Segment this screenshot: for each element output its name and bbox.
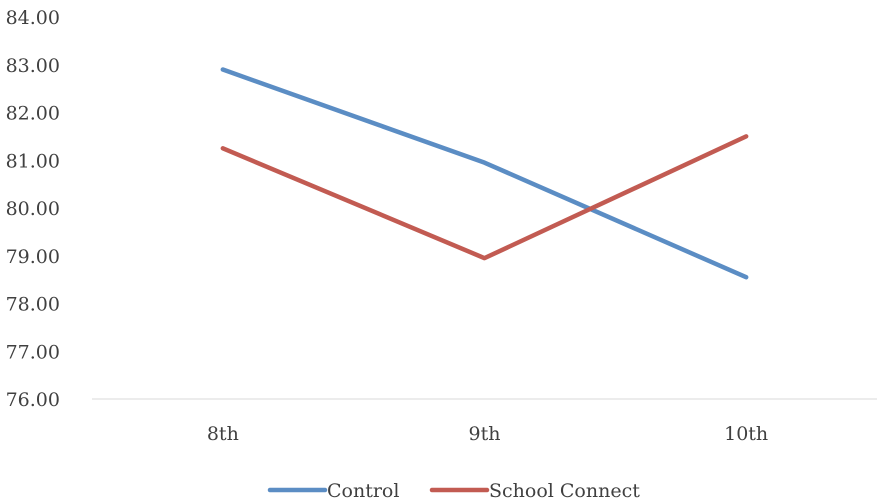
y-tick-label: 81.00: [6, 150, 60, 172]
legend-label: Control: [327, 480, 399, 501]
series-line-school-connect: [220, 134, 749, 261]
y-tick-label: 78.00: [6, 294, 60, 316]
legend: Control School Connect: [267, 480, 640, 501]
x-tick-label: 10th: [724, 423, 768, 445]
x-tick-label: 9th: [469, 423, 501, 445]
x-axis-tick-labels: 8th 9th 10th: [207, 423, 768, 445]
y-tick-label: 76.00: [6, 389, 60, 411]
y-tick-label: 84.00: [6, 7, 60, 29]
y-tick-label: 82.00: [6, 103, 60, 125]
legend-label: School Connect: [489, 480, 640, 501]
x-tick-label: 8th: [207, 423, 239, 445]
y-tick-label: 77.00: [6, 341, 60, 363]
y-tick-label: 80.00: [6, 198, 60, 220]
y-axis-tick-labels: 76.00 77.00 78.00 79.00 80.00 81.00 82.00 83.00…: [6, 7, 60, 411]
y-tick-label: 79.00: [6, 246, 60, 268]
series-lines: [220, 67, 749, 280]
y-tick-label: 83.00: [6, 55, 60, 77]
